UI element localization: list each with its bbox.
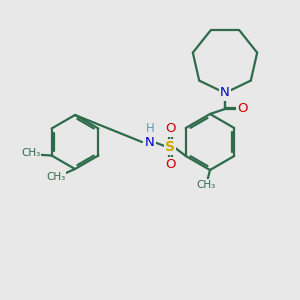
Text: S: S: [165, 140, 175, 154]
Text: N: N: [145, 136, 155, 148]
Text: CH₃: CH₃: [196, 180, 216, 190]
Text: H: H: [146, 122, 154, 134]
Text: N: N: [220, 86, 230, 100]
Text: CH₃: CH₃: [46, 172, 66, 182]
Text: N: N: [220, 86, 230, 100]
Text: O: O: [165, 122, 175, 136]
Text: O: O: [237, 103, 247, 116]
Text: CH₃: CH₃: [21, 148, 40, 158]
Text: O: O: [165, 158, 175, 172]
